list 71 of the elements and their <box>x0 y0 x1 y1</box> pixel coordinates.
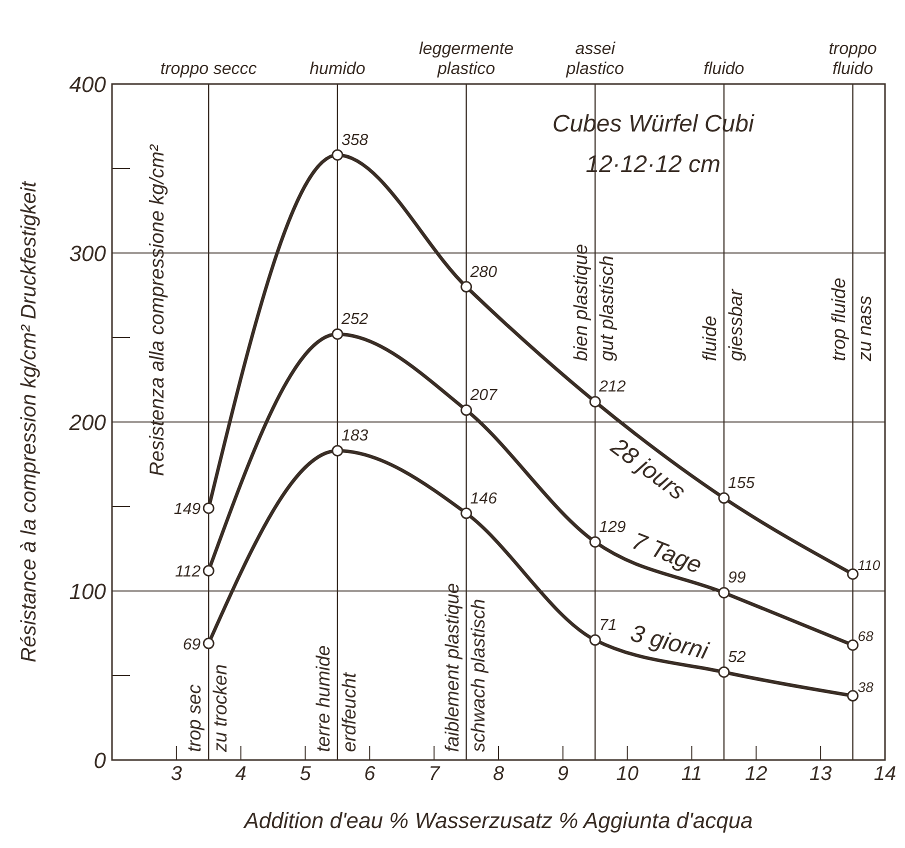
data-label: 129 <box>599 518 626 536</box>
x-tick-label: 14 <box>874 763 896 786</box>
text: 7 Tage <box>628 528 706 580</box>
ref-line-label: faiblement plastique schwach plastisch <box>442 583 490 752</box>
annotation: Resistenza alla compressione kg/cm² <box>146 144 169 476</box>
data-label: 52 <box>728 649 746 666</box>
y-tick-label: 200 <box>68 410 107 435</box>
x-tick-label: 6 <box>364 763 376 786</box>
data-label: 149 <box>174 501 201 518</box>
point <box>332 149 344 161</box>
data-label: 280 <box>469 264 498 281</box>
data-label: 99 <box>728 570 746 587</box>
ref-line-label: trop fluide zu nass <box>828 278 876 362</box>
x-tick-label: 3 <box>170 763 182 786</box>
x-tick-label: 4 <box>235 763 246 786</box>
data-label: 71 <box>599 617 617 634</box>
y-tick-label: 0 <box>94 748 107 773</box>
point <box>460 404 472 416</box>
point <box>718 586 730 598</box>
y-tick-label: 400 <box>69 72 107 97</box>
point <box>202 502 214 514</box>
text: 28 jours <box>604 432 690 506</box>
data-label: 183 <box>341 428 368 445</box>
point <box>589 396 601 408</box>
data-label: 69 <box>182 636 201 654</box>
point <box>718 492 730 504</box>
ref-line-label: trop sec zu trocken <box>184 664 232 753</box>
x-tick-label: 9 <box>557 763 568 786</box>
text: 3 giorni <box>628 620 712 666</box>
data-label: 110 <box>858 557 880 574</box>
point <box>332 444 344 456</box>
x-tick-label: 10 <box>616 763 638 786</box>
data-label: 212 <box>598 378 626 396</box>
y-axis-title: Résistance à la compression kg/cm² Druckfestigkeit <box>17 180 40 662</box>
data-label: 38 <box>858 678 874 695</box>
text: humido <box>310 59 366 78</box>
data-label: 207 <box>469 387 498 404</box>
data-label: 358 <box>341 132 368 149</box>
y-tick-label: 300 <box>69 240 107 266</box>
y-tick-label: 100 <box>69 578 107 604</box>
text: troppo fluido <box>828 39 877 78</box>
ref-line-label: fluide giessbar <box>700 288 747 362</box>
point <box>847 639 859 651</box>
point <box>589 634 601 646</box>
x-tick-label: 11 <box>681 763 702 786</box>
text: assei plastico <box>565 39 624 78</box>
data-label: 155 <box>728 475 755 492</box>
data-label: 146 <box>470 490 498 508</box>
x-tick-label: 12 <box>745 763 768 786</box>
ref-line-label: terre humide erdfeucht <box>313 645 360 752</box>
data-label: 112 <box>175 564 201 581</box>
data-label: 252 <box>340 311 368 328</box>
text: troppo seccc <box>160 59 258 78</box>
x-tick-label: 5 <box>300 763 312 786</box>
ref-line-label: bien plastique gut plastisch <box>571 244 618 362</box>
data-label: 68 <box>858 628 874 644</box>
x-tick-label: 13 <box>809 763 832 786</box>
point <box>332 328 344 340</box>
x-axis-title: Addition d'eau % Wasserzusatz % Aggiunta d'acqua <box>242 808 753 833</box>
point <box>460 508 472 520</box>
x-tick-label: 7 <box>428 763 441 786</box>
point <box>202 638 214 650</box>
point <box>460 281 472 293</box>
point <box>847 568 859 580</box>
text: fluido <box>704 59 744 78</box>
point <box>847 690 859 702</box>
point <box>589 536 601 548</box>
x-tick-label: 8 <box>492 763 504 786</box>
text: leggermente plastico <box>419 39 514 78</box>
point <box>202 564 214 576</box>
point <box>718 666 730 678</box>
